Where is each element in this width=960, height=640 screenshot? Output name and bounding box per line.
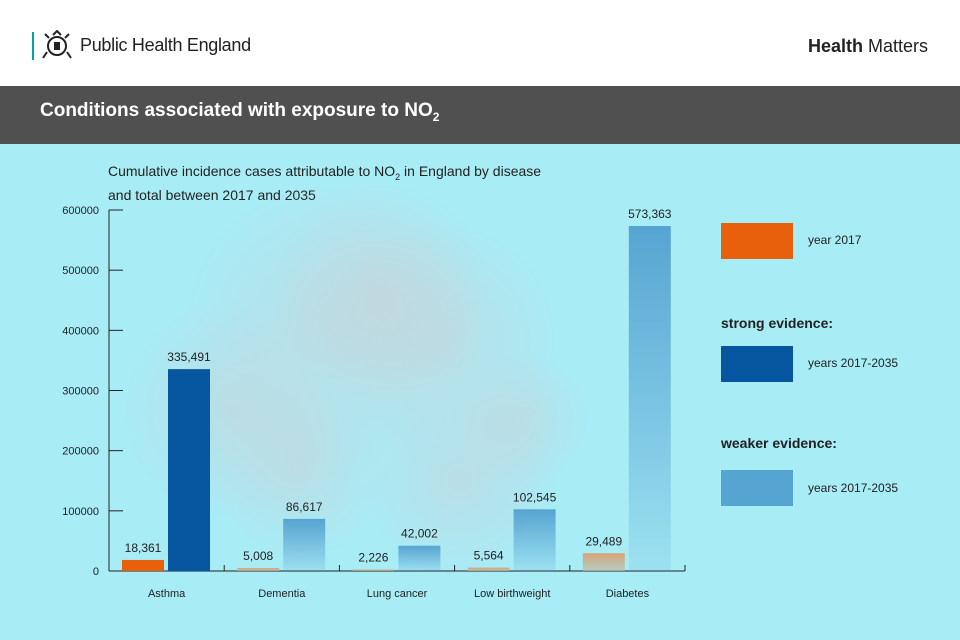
data-label-total: 86,617 — [286, 500, 323, 514]
y-tick-label: 200000 — [62, 446, 99, 458]
bar-total-dementia — [283, 518, 326, 571]
legend-swatch-weaker — [721, 470, 793, 506]
series-title-bold: Health — [807, 36, 863, 56]
legend-label-2017: year 2017 — [808, 233, 862, 247]
y-tick-label: 500000 — [62, 265, 99, 277]
legend-swatch-2017 — [721, 223, 793, 259]
bar-2017-lung-cancer — [352, 569, 395, 571]
logo-divider — [32, 32, 34, 60]
bar-2017-dementia — [237, 567, 280, 571]
royal-crest-icon — [42, 30, 72, 59]
legend-label-strong: years 2017-2035 — [808, 356, 899, 370]
legend-heading-strong: strong evidence: — [721, 315, 834, 331]
y-tick-label: 300000 — [62, 386, 99, 398]
series-title-rest: Matters — [867, 36, 928, 56]
bar-2017-low-birthweight — [467, 567, 510, 571]
page-header — [0, 0, 960, 86]
data-label-2017: 29,489 — [585, 534, 622, 548]
organisation-name: Public Health England — [80, 35, 251, 55]
bar-total-diabetes — [628, 226, 671, 571]
data-label-2017: 5,564 — [474, 549, 504, 563]
y-tick-label: 400000 — [62, 325, 99, 337]
chart-subtitle-a: Cumulative incidence cases attributable … — [108, 163, 396, 179]
x-tick-label: Low birthweight — [474, 588, 550, 600]
bar-2017-diabetes — [582, 553, 625, 571]
data-label-total: 42,002 — [401, 527, 438, 541]
x-tick-label: Diabetes — [606, 588, 650, 600]
bar-total-lung-cancer — [398, 545, 441, 571]
legend-swatch-strong — [721, 346, 793, 382]
data-label-total: 335,491 — [167, 350, 211, 364]
series-title: Health Matters — [808, 36, 928, 57]
page-title-text: Conditions associated with exposure to N… — [40, 100, 433, 121]
legend-label-weaker: years 2017-2035 — [808, 481, 899, 495]
x-tick-label: Dementia — [258, 588, 306, 600]
title-banner — [0, 86, 960, 144]
bar-total-asthma — [168, 369, 210, 571]
bar-2017-asthma — [122, 559, 164, 571]
y-tick-label: 100000 — [62, 506, 99, 518]
y-tick-label: 600000 — [62, 205, 99, 217]
data-label-total: 102,545 — [513, 490, 557, 504]
bar-total-low-birthweight — [513, 509, 556, 571]
page-title-subscript: 2 — [432, 109, 440, 124]
data-label-total: 573,363 — [628, 207, 672, 221]
chart-subtitle-sub: 2 — [395, 171, 401, 182]
data-label-2017: 18,361 — [125, 541, 162, 555]
data-label-2017: 2,226 — [358, 551, 388, 565]
x-tick-label: Lung cancer — [367, 588, 428, 600]
legend-heading-weaker: weaker evidence: — [721, 435, 837, 451]
y-tick-label: 0 — [93, 566, 99, 578]
page-title: Conditions associated with exposure to N… — [40, 100, 439, 124]
x-tick-label: Asthma — [148, 588, 186, 600]
data-label-2017: 5,008 — [243, 549, 273, 563]
